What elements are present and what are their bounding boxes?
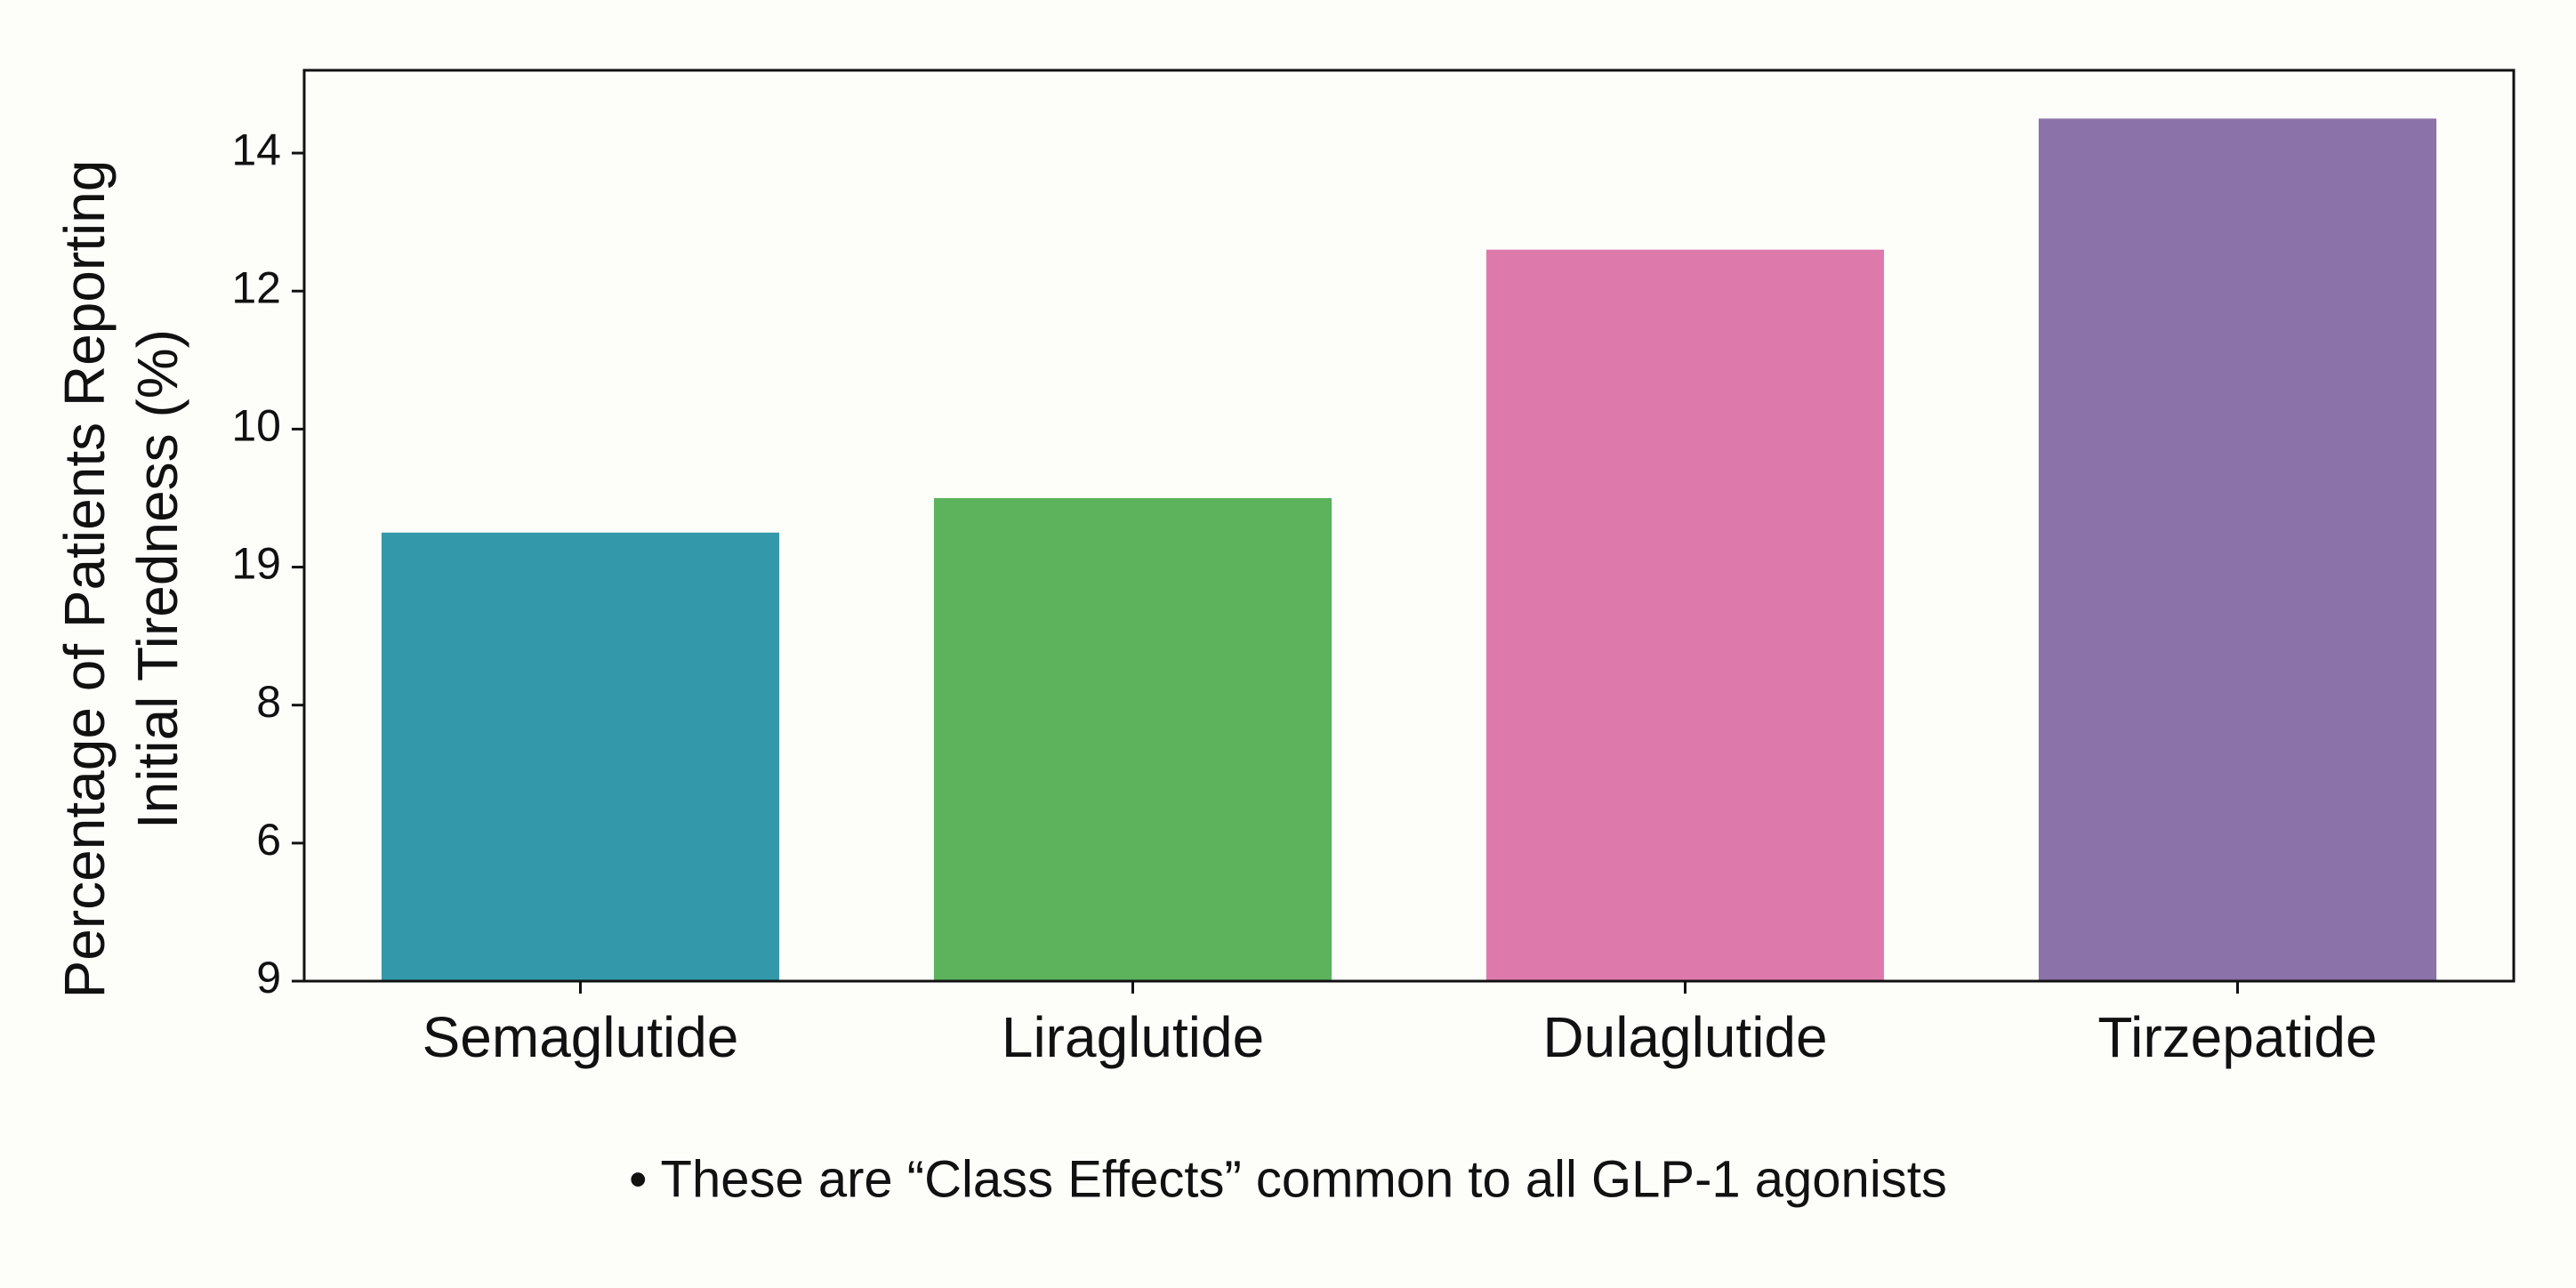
plot-frame [302,68,2516,983]
x-tick-label: Tirzepatide [2097,1005,2377,1069]
annotation: • These are “Class Effects” common to al… [629,1150,1947,1208]
x-tick-label: Semaglutide [423,1005,739,1069]
y-tick-label: 19 [231,539,281,589]
x-tick-label: Liraglutide [1002,1005,1264,1069]
bar [933,497,1332,981]
y-axis-label: Percentage of Patients Reporting [52,160,117,999]
y-tick-label: 8 [256,677,281,727]
y-tick-label: 14 [231,125,281,174]
bar [2038,118,2437,981]
bar [381,532,780,981]
y-tick-label: 9 [256,953,281,1002]
x-tick-label: Dulaglutide [1542,1005,1827,1069]
y-tick-label: 12 [231,262,281,312]
y-axis-label: Initial Tiredness (%) [125,329,189,829]
bar [1485,249,1885,981]
y-tick-label: 10 [231,401,281,451]
y-tick-label: 6 [256,815,281,865]
